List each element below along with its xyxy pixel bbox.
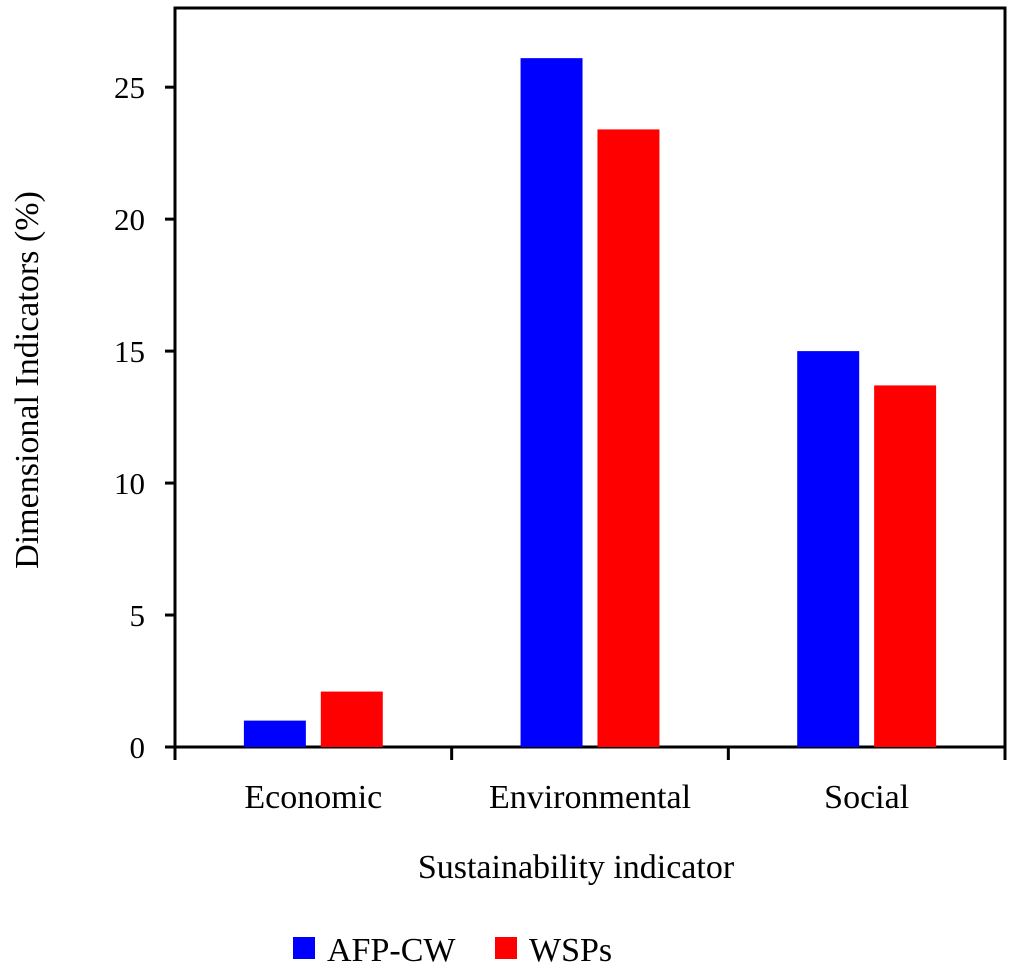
bar-wsps-environmental xyxy=(597,129,660,747)
x-tick-label: Social xyxy=(824,779,909,816)
x-axis-title: Sustainability indicator xyxy=(418,849,735,886)
bar-afp-cw-economic xyxy=(243,720,306,747)
y-tick-label: 0 xyxy=(130,730,146,765)
legend: AFP-CW WSPs xyxy=(293,932,612,969)
y-axis: 0 5 10 15 20 25 xyxy=(114,70,175,765)
legend-label: AFP-CW xyxy=(327,932,456,969)
plot-border xyxy=(173,6,1007,749)
legend-swatch xyxy=(495,937,517,959)
bars xyxy=(243,58,937,748)
y-tick-label: 25 xyxy=(114,70,145,105)
y-tick-label: 20 xyxy=(114,202,145,237)
x-tick-label: Economic xyxy=(244,779,382,816)
bar-wsps-social xyxy=(874,385,937,747)
legend-label: WSPs xyxy=(529,932,612,969)
y-axis-title: Dimensional Indicators (%) xyxy=(9,191,46,569)
bar-afp-cw-environmental xyxy=(520,58,583,748)
y-tick-label: 10 xyxy=(114,466,145,501)
x-axis: Economic Environmental Social xyxy=(173,747,1007,816)
y-tick-label: 5 xyxy=(130,598,146,633)
bar-wsps-economic xyxy=(320,691,383,747)
legend-swatch xyxy=(293,937,315,959)
y-tick-label: 15 xyxy=(114,334,145,369)
x-tick-label: Environmental xyxy=(489,779,691,816)
bar-afp-cw-social xyxy=(797,351,860,747)
plot-frame xyxy=(173,6,1007,749)
